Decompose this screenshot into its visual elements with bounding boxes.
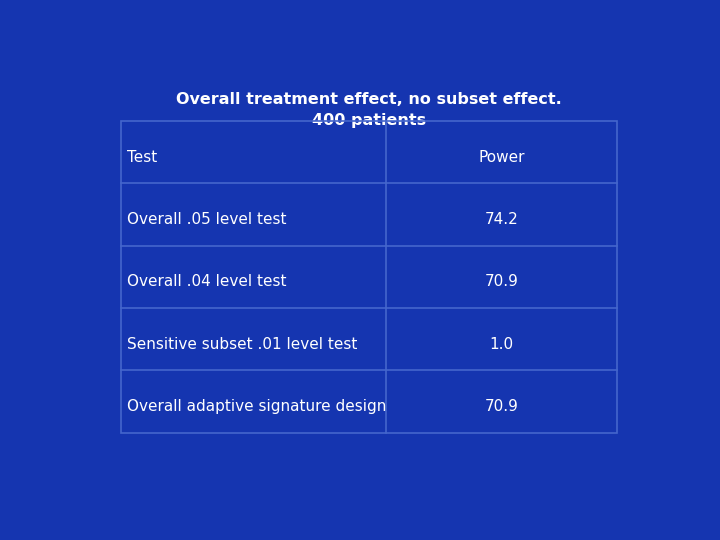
- Text: 74.2: 74.2: [485, 212, 518, 227]
- Bar: [121, 121, 617, 433]
- Text: 70.9: 70.9: [485, 274, 519, 289]
- Text: Overall .04 level test: Overall .04 level test: [127, 274, 287, 289]
- Text: Sensitive subset .01 level test: Sensitive subset .01 level test: [127, 337, 358, 352]
- Text: Power: Power: [479, 150, 525, 165]
- Text: Overall treatment effect, no subset effect.
400 patients: Overall treatment effect, no subset effe…: [176, 92, 562, 128]
- Text: 70.9: 70.9: [485, 399, 519, 414]
- Text: Overall adaptive signature design: Overall adaptive signature design: [127, 399, 387, 414]
- Text: 1.0: 1.0: [490, 337, 514, 352]
- Text: Overall .05 level test: Overall .05 level test: [127, 212, 287, 227]
- Text: Test: Test: [127, 150, 158, 165]
